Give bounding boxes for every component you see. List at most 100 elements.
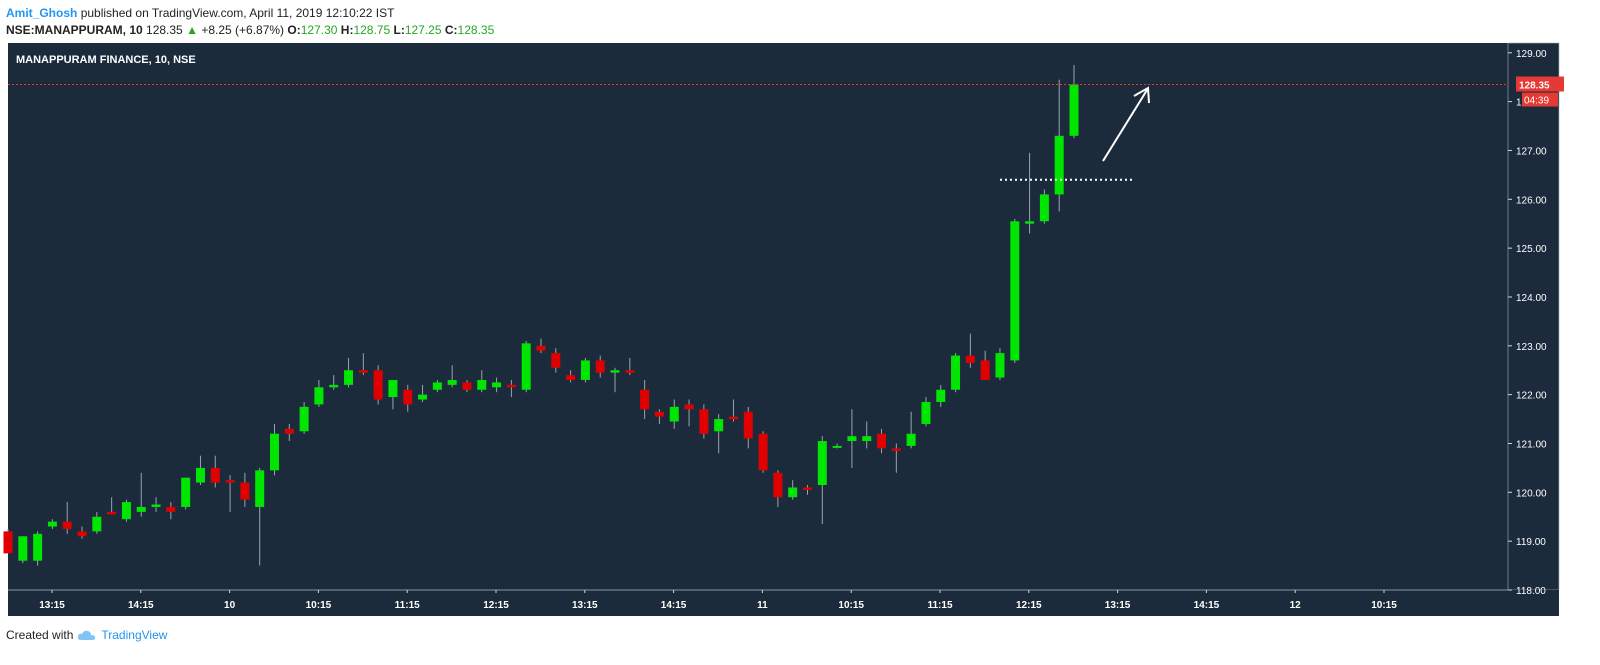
y-tick-label-9: 127.00 (1516, 146, 1547, 157)
high-label: H: (340, 23, 354, 37)
candle-body-22 (329, 384, 339, 388)
candle-body-41 (610, 370, 620, 373)
x-tick-label-14: 12 (1290, 600, 1302, 611)
candle-body-18 (270, 433, 279, 471)
footer: Created with TradingView (6, 628, 167, 642)
candle-body-35 (521, 343, 531, 390)
plot-area[interactable] (8, 43, 1508, 590)
candle-body-64 (951, 355, 961, 390)
candle-body-44 (654, 411, 664, 417)
up-triangle-icon: ▲ (186, 23, 198, 37)
candle-body-58 (862, 436, 872, 442)
candle-body-39 (580, 360, 590, 380)
candle-body-15 (225, 480, 235, 483)
candle-body-61 (906, 433, 916, 446)
candle-body-14 (210, 467, 220, 483)
y-tick-label-5: 123.00 (1516, 342, 1547, 353)
candle-body-60 (891, 448, 901, 451)
chart-title: MANAPPURAM FINANCE, 10, NSE (16, 54, 196, 66)
candle-body-17 (255, 470, 265, 507)
x-tick-label-2: 10 (224, 600, 236, 611)
candle-body-11 (166, 506, 176, 512)
candle-body-23 (344, 370, 354, 385)
candle-body-66 (980, 360, 990, 380)
y-tick-group: 118.00 119.00 120.00 121.00 122.00 123.00 124.… (1508, 49, 1547, 597)
candle-body-69 (1025, 221, 1035, 224)
x-tick-group: 13:15 14:15 10 10:15 11:15 12:15 13:15 14:15 11 1… (39, 590, 1397, 611)
candle-body-2 (33, 533, 43, 561)
x-tick-label-4: 11:15 (395, 600, 420, 611)
candle-body-38 (566, 375, 576, 380)
x-tick-label-6: 13:15 (572, 600, 598, 611)
candle-body-7 (107, 511, 117, 515)
x-tick-label-7: 14:15 (661, 600, 687, 611)
candle-body-59 (877, 433, 887, 449)
arrow-head-icon (1133, 86, 1150, 104)
published-text: published on TradingView.com, April 11, … (80, 6, 395, 20)
candles-group (3, 64, 1079, 566)
candle-body-71 (1054, 135, 1064, 195)
countdown-label: 04:39 (1524, 96, 1549, 107)
last-price-marker: 128.35 04:39 (8, 76, 1564, 107)
candle-body-48 (714, 419, 724, 432)
y-tick-label-1: 119.00 (1516, 537, 1546, 548)
symbol-line: NSE:MANAPPURAM, 10 128.35 ▲ +8.25 (+6.87… (6, 23, 494, 37)
x-tick-label-15: 10:15 (1371, 600, 1397, 611)
low-value: 127.25 (404, 23, 442, 37)
candle-body-1 (18, 536, 28, 561)
candle-body-68 (1010, 221, 1020, 361)
y-tick-label-11: 129.00 (1516, 49, 1547, 60)
close-value: 128.35 (457, 23, 495, 37)
x-tick-label-12: 13:15 (1105, 600, 1131, 611)
price-axis[interactable] (1507, 42, 1560, 591)
created-with-text: Created with (6, 628, 74, 642)
x-tick-label-0: 13:15 (39, 600, 65, 611)
candle-body-57 (847, 436, 857, 442)
candle-body-55 (817, 441, 827, 485)
y-tick-label-7: 125.00 (1516, 244, 1547, 255)
candle-body-30 (447, 379, 457, 385)
candle-body-70 (1039, 194, 1049, 222)
candle-body-19 (284, 428, 294, 434)
candle-body-54 (803, 487, 812, 490)
candle-body-37 (551, 353, 561, 368)
candle-body-28 (418, 394, 428, 400)
y-tick-label-6: 124.00 (1516, 293, 1547, 304)
x-tick-label-3: 10:15 (306, 600, 332, 611)
y-tick-label-4: 122.00 (1516, 391, 1547, 402)
candle-body-13 (195, 467, 205, 483)
candle-body-5 (77, 531, 87, 537)
candle-body-27 (403, 389, 413, 405)
tradingview-link[interactable]: TradingView (101, 628, 168, 642)
candle-body-46 (684, 404, 694, 410)
candle-body-8 (121, 502, 131, 520)
publish-line: Amit_Ghosh published on TradingView.com,… (6, 6, 394, 20)
symbol-name: NSE:MANAPPURAM, 10 (6, 23, 143, 37)
y-tick-label-3: 121.00 (1516, 439, 1547, 450)
candle-body-12 (181, 477, 191, 507)
candle-body-3 (47, 521, 57, 527)
author-link[interactable]: Amit_Ghosh (6, 6, 78, 20)
candle-body-62 (921, 401, 931, 424)
candle-body-32 (477, 379, 487, 390)
candle-body-6 (92, 516, 102, 532)
x-tick-label-9: 10:15 (838, 600, 864, 611)
candle-body-26 (388, 379, 398, 398)
candle-body-4 (62, 521, 72, 529)
open-value: 127.30 (300, 23, 338, 37)
candle-body-9 (136, 506, 146, 512)
candle-body-53 (788, 487, 798, 498)
candle-body-45 (669, 406, 679, 422)
x-tick-label-8: 11 (757, 600, 768, 611)
low-label: L: (393, 23, 405, 37)
x-tick-label-11: 12:15 (1016, 600, 1042, 611)
price-change: +8.25 (+6.87%) (201, 23, 285, 37)
open-label: O: (287, 23, 301, 37)
candle-body-67 (995, 353, 1005, 378)
candle-body-43 (640, 389, 650, 410)
x-tick-label-5: 12:15 (483, 600, 509, 611)
last-price: 128.35 (146, 23, 183, 37)
annotations-group (1000, 86, 1150, 181)
time-axis[interactable] (8, 590, 1559, 616)
